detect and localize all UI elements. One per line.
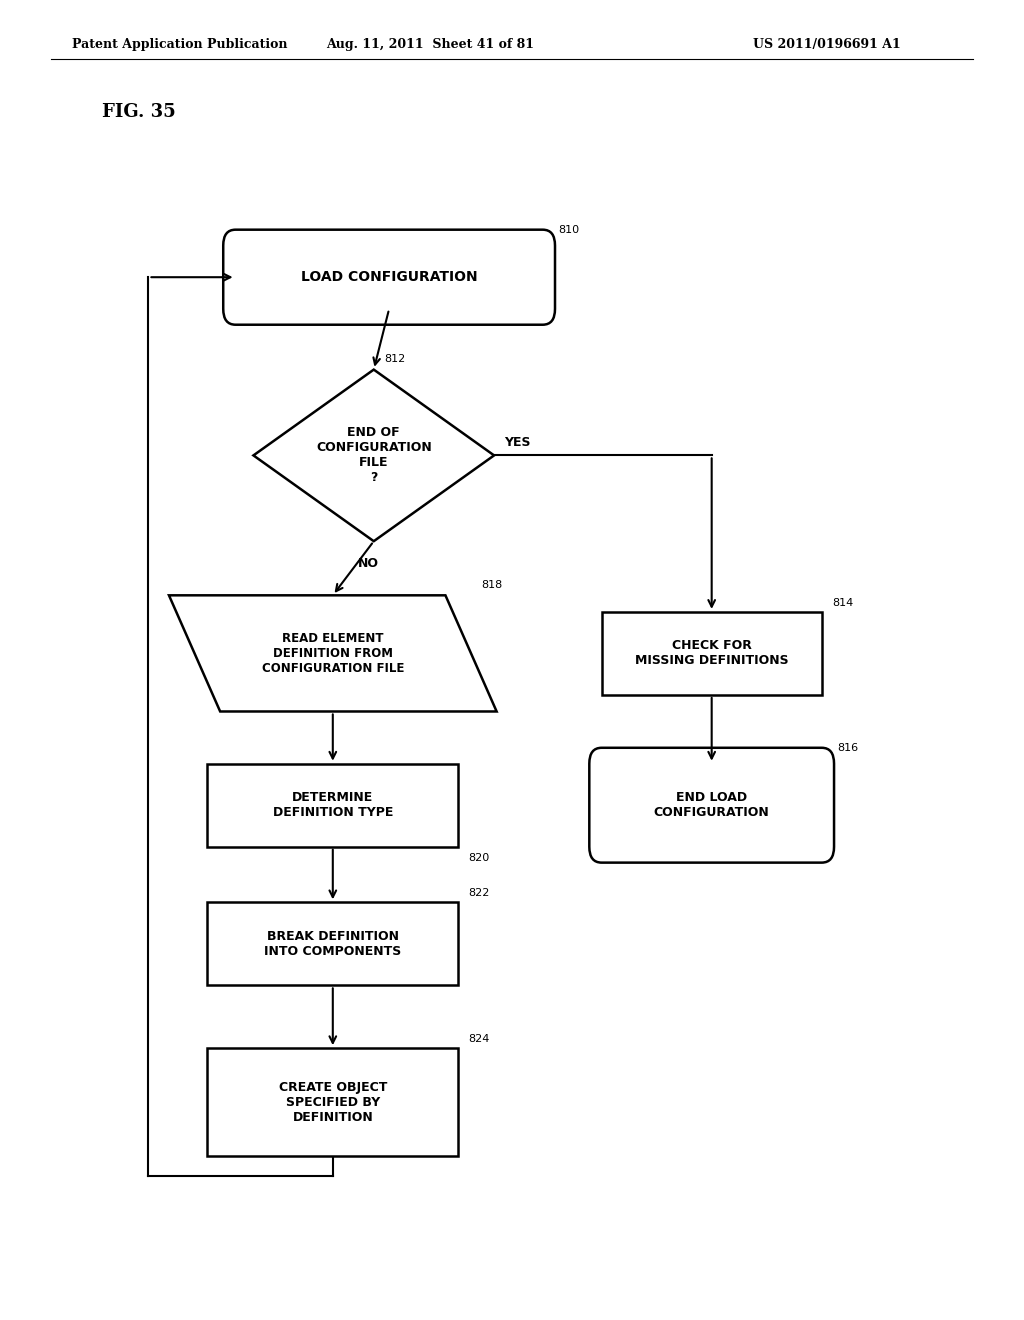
Text: 814: 814	[831, 598, 853, 607]
Text: 816: 816	[838, 743, 858, 752]
Polygon shape	[254, 370, 494, 541]
Bar	[207, 763, 459, 847]
Text: 824: 824	[469, 1034, 489, 1044]
Text: Aug. 11, 2011  Sheet 41 of 81: Aug. 11, 2011 Sheet 41 of 81	[326, 38, 535, 51]
Text: READ ELEMENT
DEFINITION FROM
CONFIGURATION FILE: READ ELEMENT DEFINITION FROM CONFIGURATI…	[261, 632, 404, 675]
Text: CHECK FOR
MISSING DEFINITIONS: CHECK FOR MISSING DEFINITIONS	[635, 639, 788, 668]
Bar	[207, 903, 459, 985]
Text: NO: NO	[358, 557, 379, 570]
Text: END OF
CONFIGURATION
FILE
?: END OF CONFIGURATION FILE ?	[315, 426, 432, 484]
Text: END LOAD
CONFIGURATION: END LOAD CONFIGURATION	[653, 791, 770, 820]
Text: Patent Application Publication: Patent Application Publication	[72, 38, 287, 51]
FancyBboxPatch shape	[223, 230, 555, 325]
Text: 820: 820	[469, 853, 489, 863]
Text: CREATE OBJECT
SPECIFIED BY
DEFINITION: CREATE OBJECT SPECIFIED BY DEFINITION	[279, 1081, 387, 1123]
Text: 812: 812	[384, 354, 406, 364]
FancyBboxPatch shape	[589, 747, 834, 863]
Text: US 2011/0196691 A1: US 2011/0196691 A1	[754, 38, 901, 51]
Text: 810: 810	[558, 224, 580, 235]
Text: BREAK DEFINITION
INTO COMPONENTS: BREAK DEFINITION INTO COMPONENTS	[264, 929, 401, 958]
Text: 818: 818	[481, 579, 503, 590]
Bar	[207, 1048, 459, 1156]
Text: YES: YES	[504, 436, 530, 449]
Text: DETERMINE
DEFINITION TYPE: DETERMINE DEFINITION TYPE	[272, 791, 393, 820]
Text: LOAD CONFIGURATION: LOAD CONFIGURATION	[301, 271, 477, 284]
Text: FIG. 35: FIG. 35	[102, 103, 176, 121]
Bar	[601, 611, 821, 694]
Text: 822: 822	[469, 888, 489, 898]
Polygon shape	[169, 595, 497, 711]
